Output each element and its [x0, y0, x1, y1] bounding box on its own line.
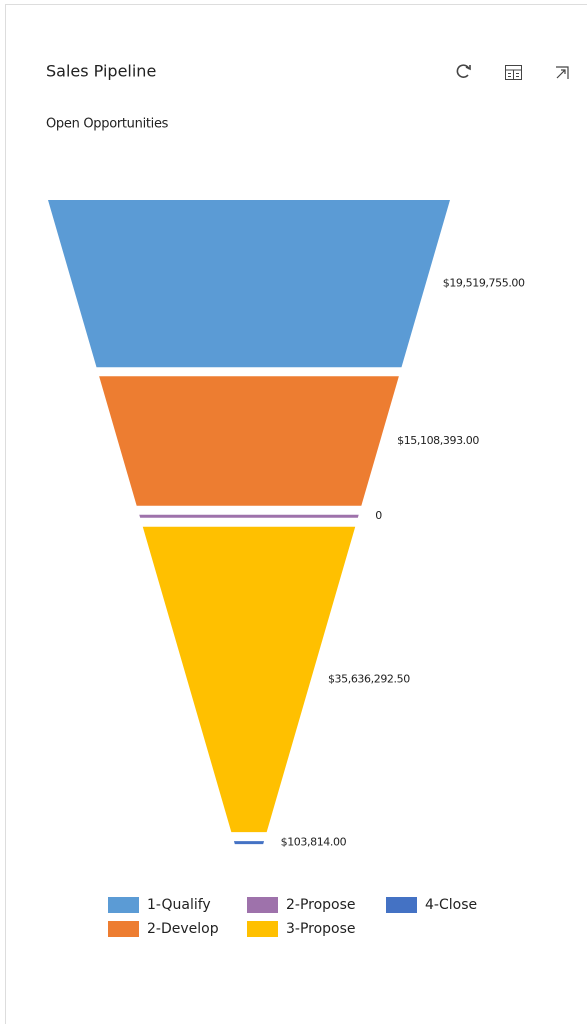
legend-swatch	[386, 897, 417, 913]
legend-label: 1-Qualify	[147, 897, 211, 913]
legend-label: 4-Close	[425, 897, 477, 913]
refresh-icon[interactable]	[456, 64, 471, 78]
chart-title: Sales Pipeline	[46, 62, 156, 81]
funnel-segment	[99, 376, 399, 506]
legend-swatch	[247, 921, 278, 937]
legend-label: 3-Propose	[286, 921, 356, 937]
funnel-segment	[142, 526, 356, 833]
data-label: $19,519,755.00	[443, 277, 525, 290]
card-border	[5, 4, 587, 1024]
view-records-icon[interactable]	[505, 65, 522, 81]
funnel-segment	[233, 841, 265, 845]
funnel-segment	[48, 200, 450, 368]
expand-icon[interactable]	[556, 66, 569, 79]
data-label: $35,636,292.50	[328, 672, 410, 685]
legend-label: 2-Develop	[147, 921, 219, 937]
data-label: 0	[375, 509, 382, 522]
data-label: $103,814.00	[281, 836, 347, 849]
legend-label: 2-Propose	[286, 897, 356, 913]
legend-swatch	[247, 897, 278, 913]
legend-swatch	[108, 921, 139, 937]
chart-subtitle: Open Opportunities	[46, 117, 169, 132]
funnel-segment	[139, 514, 359, 518]
data-label: $15,108,393.00	[397, 434, 479, 447]
legend-swatch	[108, 897, 139, 913]
